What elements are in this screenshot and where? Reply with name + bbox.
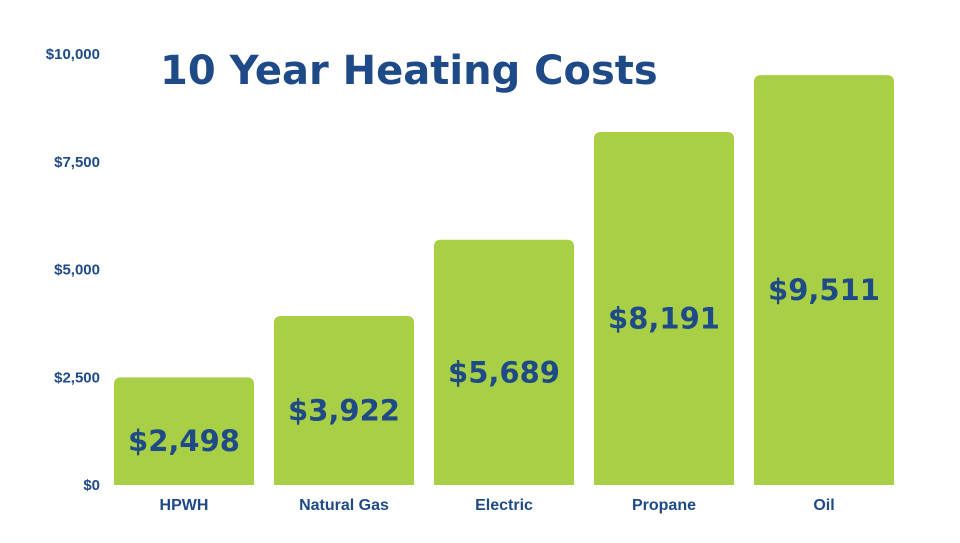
x-tick-label: Propane	[632, 497, 696, 514]
data-label: $3,922	[288, 393, 400, 427]
y-tick-label: $5,000	[54, 262, 100, 279]
x-tick-label: Electric	[475, 497, 533, 514]
chart-title: 10 Year Heating Costs	[160, 48, 658, 94]
bar-oil	[754, 75, 894, 485]
y-tick-label: $2,500	[54, 369, 100, 386]
x-tick-label: Natural Gas	[299, 497, 389, 514]
data-label: $2,498	[128, 424, 240, 458]
y-tick-label: $10,000	[46, 46, 100, 63]
bar-hpwh	[114, 377, 254, 485]
x-tick-label: Oil	[813, 497, 834, 514]
bar-electric	[434, 239, 574, 485]
bar-propane	[594, 131, 734, 485]
y-tick-label: $0	[83, 477, 100, 494]
bar-natural-gas	[274, 315, 414, 485]
x-tick-label: HPWH	[160, 497, 209, 514]
data-label: $5,689	[448, 355, 560, 389]
y-tick-label: $7,500	[54, 154, 100, 171]
data-label: $8,191	[608, 301, 720, 335]
data-label: $9,511	[768, 273, 880, 307]
